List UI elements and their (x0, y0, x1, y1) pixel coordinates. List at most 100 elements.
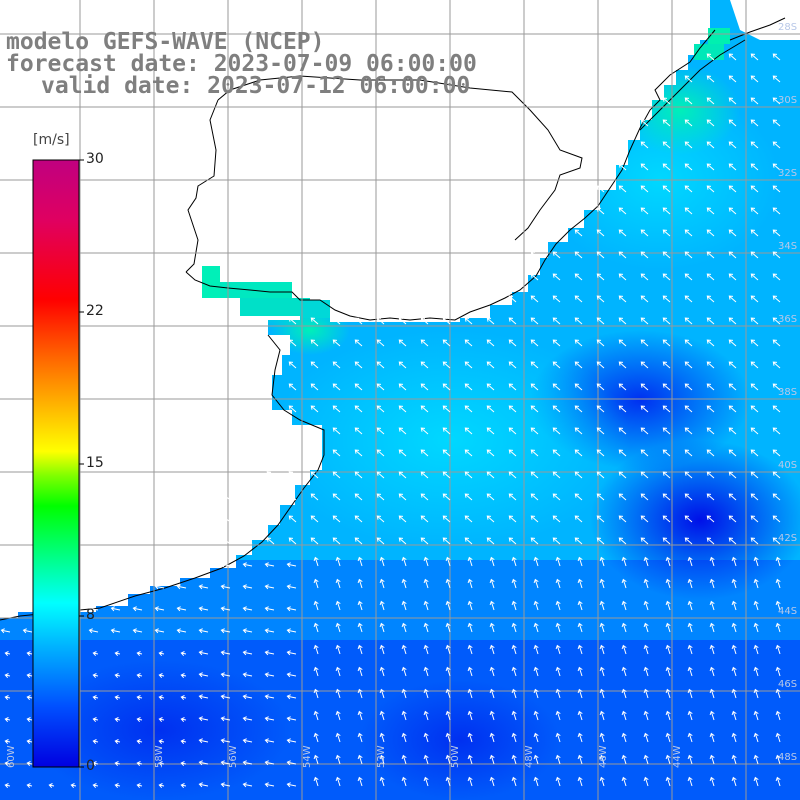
direction-arrow (354, 361, 363, 369)
direction-arrow (596, 339, 605, 347)
direction-arrow (508, 383, 517, 391)
direction-arrow (357, 666, 363, 677)
direction-arrow (26, 783, 33, 789)
direction-arrow (574, 427, 583, 435)
direction-arrow (467, 622, 473, 633)
direction-arrow (728, 207, 737, 215)
direction-arrow (640, 537, 649, 545)
direction-arrow (220, 562, 231, 568)
direction-arrow (728, 251, 737, 259)
direction-arrow (264, 716, 275, 722)
lagoon-water (202, 28, 730, 318)
direction-arrow (618, 229, 627, 237)
direction-arrow (706, 53, 715, 61)
direction-arrow (684, 405, 693, 413)
direction-arrow (753, 578, 759, 589)
direction-arrow (423, 644, 429, 655)
direction-arrow (288, 361, 297, 369)
direction-arrow (775, 754, 781, 765)
direction-arrow (158, 739, 165, 745)
colorbar-tick-label: 15 (86, 455, 104, 471)
direction-arrow (48, 783, 55, 789)
direction-arrow (176, 584, 187, 590)
direction-arrow (772, 339, 781, 347)
direction-arrow (92, 739, 99, 745)
direction-arrow (753, 776, 759, 787)
direction-arrow (709, 710, 715, 721)
direction-arrow (577, 710, 583, 721)
latitude-label: 40S (778, 460, 797, 471)
direction-arrow (220, 738, 231, 744)
direction-arrow (728, 97, 737, 105)
direction-arrow (423, 578, 429, 589)
direction-arrow (552, 251, 561, 259)
direction-arrow (401, 644, 407, 655)
longitude-label: 50W (450, 745, 461, 768)
direction-arrow (750, 515, 759, 523)
direction-arrow (640, 339, 649, 347)
direction-arrow (376, 493, 385, 501)
direction-arrow (530, 317, 539, 325)
direction-arrow (486, 493, 495, 501)
direction-arrow (662, 493, 671, 501)
direction-arrow (706, 449, 715, 457)
direction-arrow (310, 317, 319, 325)
direction-arrow (288, 515, 297, 523)
direction-arrow (552, 471, 561, 479)
direction-arrow (684, 119, 693, 127)
colorbar-tick-label: 30 (86, 151, 104, 167)
direction-arrow (728, 493, 737, 501)
direction-arrow (511, 732, 517, 743)
direction-arrow (489, 622, 495, 633)
direction-arrow (244, 537, 253, 545)
direction-arrow (640, 317, 649, 325)
direction-arrow (26, 739, 33, 745)
direction-arrow (486, 449, 495, 457)
direction-arrow (599, 600, 605, 611)
direction-arrow (665, 710, 671, 721)
direction-arrow (640, 427, 649, 435)
longitude-label: 58W (154, 745, 165, 768)
direction-arrow (574, 537, 583, 545)
direction-arrow (684, 427, 693, 435)
longitude-labels: 60W 58W 56W 54W 52W 50W 48W 46W 44W (6, 745, 683, 768)
direction-arrow (753, 710, 759, 721)
direction-arrow (709, 556, 715, 567)
direction-arrow (662, 119, 671, 127)
direction-arrow (354, 471, 363, 479)
direction-arrow (640, 207, 649, 215)
direction-arrow (467, 556, 473, 567)
direction-arrow (335, 688, 341, 699)
direction-arrow (264, 782, 275, 788)
direction-arrow (489, 732, 495, 743)
direction-arrow (508, 537, 517, 545)
direction-arrow (618, 295, 627, 303)
direction-arrow (728, 317, 737, 325)
direction-arrow (640, 119, 649, 127)
longitude-label: 46W (598, 745, 609, 768)
direction-arrow (662, 405, 671, 413)
direction-arrow (731, 754, 737, 765)
direction-arrow (640, 515, 649, 523)
direction-arrow (577, 732, 583, 743)
direction-arrow (533, 688, 539, 699)
direction-arrow (376, 427, 385, 435)
direction-arrow (728, 515, 737, 523)
direction-arrow (665, 688, 671, 699)
direction-arrow (445, 688, 451, 699)
direction-arrow (643, 600, 649, 611)
direction-arrow (335, 732, 341, 743)
direction-arrow (508, 449, 517, 457)
direction-arrow (687, 622, 693, 633)
direction-arrow (621, 666, 627, 677)
direction-arrow (662, 339, 671, 347)
direction-arrow (401, 754, 407, 765)
direction-arrow (574, 251, 583, 259)
direction-arrow (332, 383, 341, 391)
direction-arrow (335, 666, 341, 677)
direction-arrow (731, 688, 737, 699)
direction-arrow (508, 273, 517, 281)
direction-arrow (266, 515, 275, 523)
direction-arrow (158, 673, 165, 679)
direction-arrow (486, 339, 495, 347)
